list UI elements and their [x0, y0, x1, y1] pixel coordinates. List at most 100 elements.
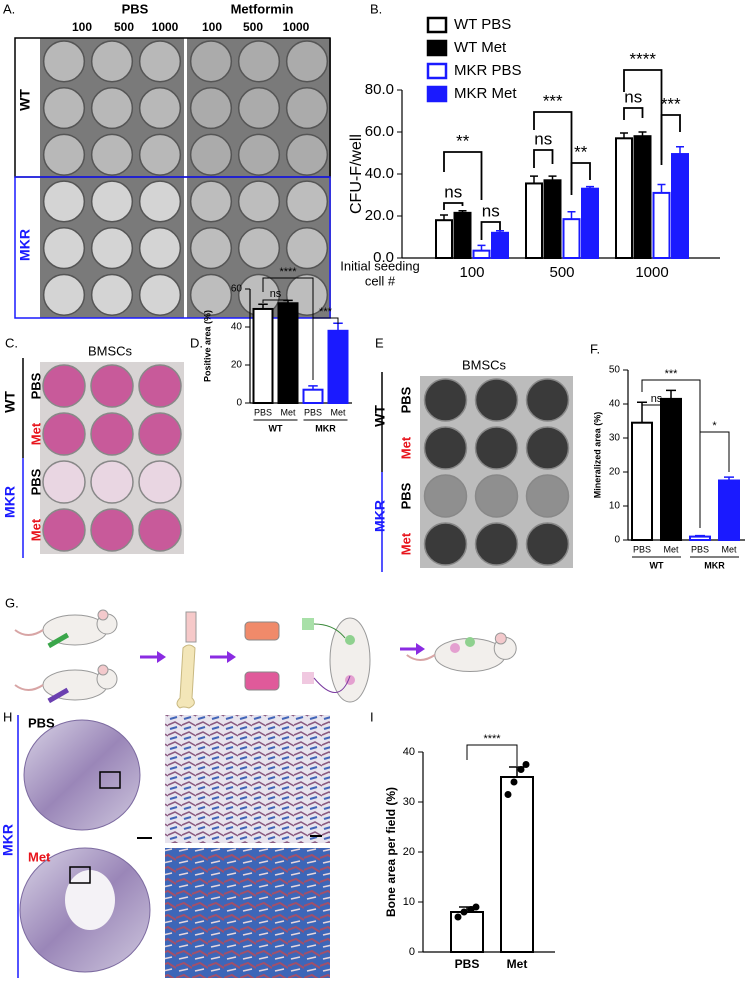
significance-bracket	[443, 151, 483, 200]
well	[90, 133, 134, 176]
significance-label: ns	[624, 87, 642, 106]
well	[474, 474, 519, 518]
significance-label: ***	[319, 306, 333, 318]
syringe	[47, 632, 70, 649]
bar	[718, 479, 740, 541]
significance-bracket	[533, 111, 573, 190]
error-bar	[477, 244, 486, 251]
genotype-label: MKR	[0, 824, 16, 856]
well	[42, 508, 86, 552]
mouse-supine	[329, 617, 371, 703]
well	[42, 227, 86, 270]
dose-label: 1000	[283, 20, 310, 34]
error-bar	[458, 210, 467, 213]
y-tick-label: 20	[231, 360, 243, 371]
treatment-label: Met	[398, 532, 413, 555]
x-tick-label: Met	[663, 544, 679, 554]
histology	[165, 848, 330, 978]
well	[189, 40, 233, 83]
bar	[689, 535, 711, 541]
well	[90, 364, 134, 408]
tissue-hole	[65, 870, 115, 930]
bar	[491, 231, 509, 260]
x-tick-label: PBS	[633, 544, 651, 554]
well	[90, 40, 134, 83]
well	[285, 180, 329, 223]
bar	[453, 211, 472, 260]
mouse-ear	[494, 632, 507, 645]
well	[138, 364, 182, 408]
legend-label: WT PBS	[454, 16, 511, 33]
x-tick-label: PBS	[691, 544, 709, 554]
x-tick-label: 1000	[635, 264, 668, 281]
significance-label: ns	[482, 201, 500, 220]
bar	[633, 135, 652, 259]
legend-label: MKR Met	[454, 85, 517, 102]
y-tick-label: 30	[609, 433, 621, 444]
genotype-label: WT	[372, 405, 388, 427]
well	[138, 508, 182, 552]
well	[474, 426, 519, 470]
significance-label: ***	[543, 91, 563, 110]
legend-swatch	[426, 39, 448, 57]
x-tick-label: Met	[507, 957, 528, 971]
error-bar	[724, 476, 734, 481]
mouse-tail	[406, 654, 436, 661]
group-label: WT	[269, 423, 283, 433]
y-tick-label: 40.0	[365, 165, 394, 182]
implant	[465, 637, 475, 647]
well	[285, 227, 329, 270]
y-axis-label: Bone area per field (%)	[384, 787, 398, 917]
significance-bracket	[480, 221, 501, 240]
bar	[302, 388, 324, 405]
treatment-label: Met	[28, 422, 43, 445]
error-bar	[695, 534, 705, 537]
well	[474, 522, 519, 566]
significance-label: ns	[270, 288, 282, 300]
legend-swatch	[426, 62, 448, 80]
treatment-label: PBS	[122, 1, 149, 16]
image-background	[40, 38, 184, 319]
well	[138, 86, 182, 130]
well	[423, 426, 468, 470]
x-tick-label: Met	[330, 407, 346, 417]
treatment-label: Metformin	[231, 1, 294, 16]
error-bar	[258, 303, 268, 309]
legend-label: MKR PBS	[454, 62, 522, 79]
significance-bracket	[660, 114, 681, 165]
significance-label: *	[712, 420, 717, 432]
significance-bracket	[312, 317, 339, 380]
panel-label: G.	[5, 595, 19, 610]
panel-label: B.	[370, 1, 382, 16]
genotype-label: WT	[2, 391, 18, 413]
y-tick-label: 10	[609, 501, 621, 512]
well	[42, 86, 86, 130]
y-tick-label: 0.0	[373, 249, 394, 266]
data-point	[517, 766, 525, 773]
well	[138, 460, 182, 504]
group-label: MKR	[315, 423, 336, 433]
x-tick-label: Met	[721, 544, 737, 554]
bar	[277, 302, 299, 404]
well	[90, 86, 134, 130]
well	[42, 460, 86, 504]
significance-bracket	[262, 299, 289, 303]
y-axis-label: Mineralized area (%)	[592, 412, 602, 499]
y-tick-label: 40	[403, 746, 415, 758]
treatment-label: PBS	[28, 468, 43, 495]
x-tick-label: 100	[459, 264, 484, 281]
mouse-body	[42, 669, 108, 701]
panel-label: C.	[5, 335, 18, 350]
well	[525, 378, 570, 422]
well	[237, 40, 281, 83]
y-axis-label: Positive area (%)	[202, 310, 212, 382]
dose-label: 100	[202, 20, 222, 34]
well	[285, 133, 329, 176]
dose-label: 500	[114, 20, 134, 34]
bar	[581, 187, 599, 259]
error-bar	[586, 185, 594, 189]
treatment-label: Met	[398, 436, 413, 459]
y-tick-label: 0	[236, 398, 242, 409]
error-bar	[666, 389, 676, 399]
well	[90, 412, 134, 456]
